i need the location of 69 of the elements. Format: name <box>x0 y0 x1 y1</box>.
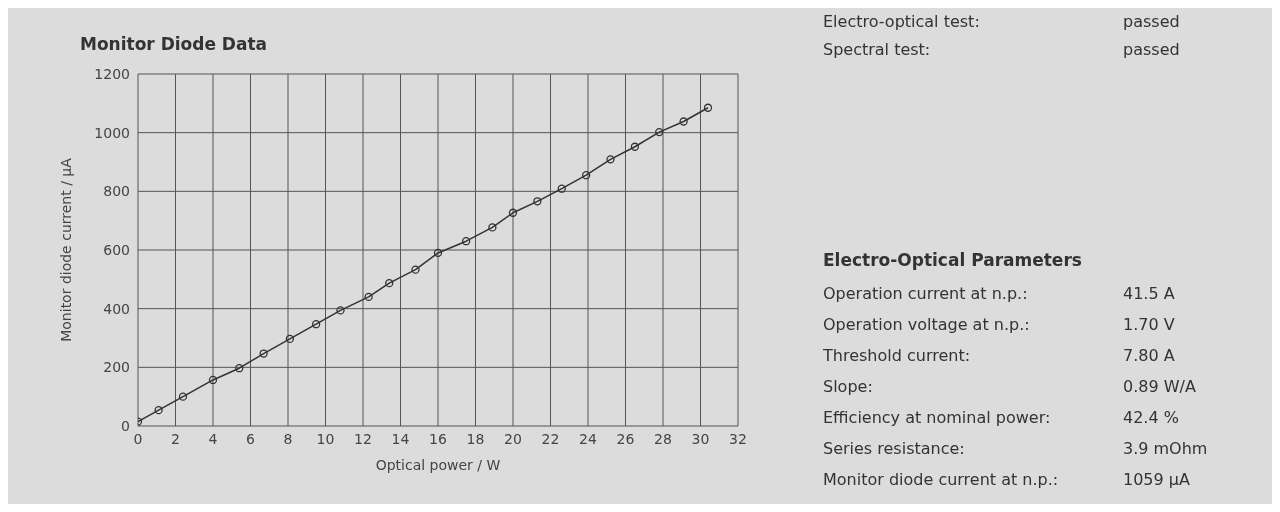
text: 1059 µA <box>1123 470 1190 489</box>
point <box>557 184 566 193</box>
x-tick-label: 10 <box>316 430 335 447</box>
point <box>259 349 268 358</box>
point <box>533 197 542 206</box>
text: Operation current at n.p.: <box>823 284 1028 303</box>
y-tick-label: 200 <box>103 359 130 376</box>
x-tick-label: 14 <box>391 430 410 447</box>
text: 3.9 mOhm <box>1123 439 1208 458</box>
y-tick-label: 1000 <box>94 124 130 141</box>
y-tick-label: 800 <box>103 183 130 200</box>
text: 7.80 A <box>1123 346 1175 365</box>
x-tick-label: 0 <box>133 430 143 447</box>
text: 0.89 W/A <box>1123 377 1196 396</box>
x-tick-label: 8 <box>283 430 293 447</box>
point <box>311 320 321 329</box>
chart-title: Monitor Diode Data <box>80 34 268 54</box>
text: 41.5 A <box>1123 284 1175 303</box>
x-tick-label: 32 <box>729 430 747 447</box>
x-tick-label: 12 <box>354 430 372 447</box>
x-tick-label: 20 <box>504 430 522 447</box>
point <box>433 248 443 258</box>
x-tick-label: 16 <box>429 430 447 447</box>
point <box>461 237 471 246</box>
x-tick-label: 24 <box>579 430 597 447</box>
y-tick-label: 1200 <box>94 65 130 82</box>
point <box>703 103 713 112</box>
x-tick-label: 30 <box>691 430 710 447</box>
x-tick-label: 22 <box>541 430 560 447</box>
point <box>488 223 497 232</box>
text: Slope: <box>823 377 873 396</box>
point <box>581 171 591 180</box>
x-tick-label: 18 <box>466 430 485 447</box>
text: Electro-Optical Parameters <box>823 250 1082 270</box>
text: 42.4 % <box>1123 408 1179 427</box>
point <box>235 364 244 373</box>
point <box>285 334 295 344</box>
point <box>606 155 615 164</box>
y-tick-label: 600 <box>103 241 130 258</box>
x-tick-label: 26 <box>616 430 635 447</box>
point <box>364 292 373 302</box>
point <box>411 265 420 274</box>
text: Operation voltage at n.p.: <box>823 315 1030 334</box>
text: Electro-optical test: <box>823 12 980 31</box>
point <box>208 375 218 385</box>
x-tick-label: 4 <box>208 430 218 447</box>
y-tick-label: 400 <box>103 300 130 317</box>
point <box>655 127 664 137</box>
point <box>154 406 163 415</box>
text: Efficiency at nominal power: <box>823 408 1051 427</box>
point <box>178 392 188 401</box>
x-axis-title: Optical power / W <box>375 457 501 473</box>
x-tick-label: 6 <box>246 430 256 447</box>
x-tick-label: 2 <box>171 430 180 447</box>
y-tick-label: 0 <box>121 417 130 434</box>
text: Spectral test: <box>823 40 931 59</box>
point <box>679 117 688 126</box>
text: Monitor diode current at n.p.: <box>823 470 1059 489</box>
text: passed <box>1123 40 1180 59</box>
text: passed <box>1123 12 1180 31</box>
y-axis-title: Monitor diode current / µA <box>57 157 74 342</box>
text: Series resistance: <box>823 439 965 458</box>
x-tick-label: 28 <box>654 430 672 447</box>
text: Threshold current: <box>823 346 971 365</box>
point <box>508 208 518 217</box>
point <box>630 142 640 151</box>
point <box>336 306 345 315</box>
text: 1.70 V <box>1123 315 1175 334</box>
point <box>385 279 394 288</box>
